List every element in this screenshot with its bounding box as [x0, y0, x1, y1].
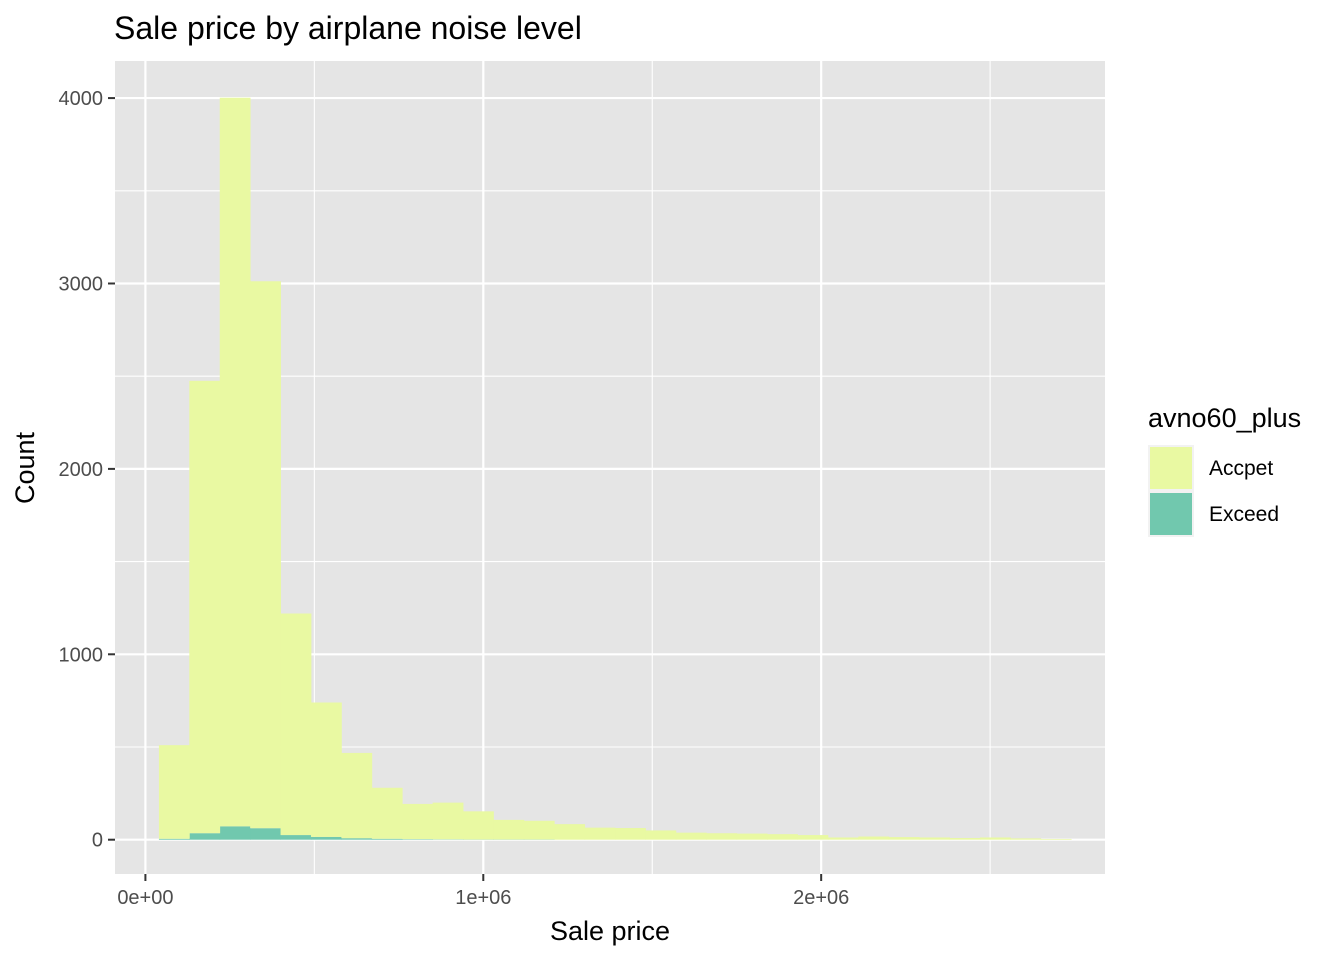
bar-accpet: [280, 613, 312, 836]
legend-key-exceed: [1150, 493, 1192, 535]
bar-exceed: [189, 833, 221, 840]
bar-exceed: [402, 839, 434, 840]
bar-accpet: [158, 745, 190, 839]
bar-accpet: [645, 830, 677, 840]
bar-accpet: [615, 828, 646, 840]
bar-exceed: [371, 838, 403, 840]
bar-accpet: [341, 752, 373, 839]
bar-accpet: [189, 380, 221, 834]
bar-accpet: [584, 827, 616, 840]
bar-accpet: [250, 281, 281, 829]
plot-panel: [115, 61, 1105, 874]
bar-accpet: [310, 702, 342, 837]
x-axis: 0e+00 1e+06 2e+06: [117, 874, 849, 909]
bar-accpet: [888, 837, 920, 840]
legend-label-exceed: Exceed: [1209, 503, 1279, 526]
y-tick-label: 2000: [59, 459, 104, 481]
bar-exceed: [310, 836, 342, 840]
bar-accpet: [767, 834, 798, 840]
y-tick-label: 3000: [59, 273, 104, 295]
legend-title: avno60_plus: [1148, 403, 1301, 433]
histogram-bars: [158, 97, 1072, 840]
x-tick-label: 0e+00: [117, 887, 173, 909]
chart-title: Sale price by airplane noise level: [114, 10, 582, 46]
y-tick-label: 0: [92, 830, 103, 852]
legend-label-accpet: Accpet: [1209, 457, 1273, 480]
bar-accpet: [1010, 838, 1042, 840]
bar-accpet: [949, 838, 981, 840]
y-tick-label: 4000: [59, 88, 104, 110]
bar-accpet: [797, 835, 829, 840]
legend-items: Accpet Exceed: [1148, 445, 1279, 537]
bar-accpet: [371, 787, 403, 839]
bar-exceed: [250, 828, 281, 840]
bar-accpet: [554, 824, 586, 840]
bar-accpet: [523, 820, 555, 840]
bar-accpet: [706, 833, 738, 840]
bar-accpet: [919, 837, 950, 840]
bar-exceed: [158, 838, 190, 840]
bar-accpet: [463, 811, 494, 840]
bar-exceed: [219, 826, 251, 840]
x-tick-label: 1e+06: [455, 887, 511, 909]
bar-accpet: [736, 833, 768, 840]
bar-exceed: [280, 835, 312, 840]
bar-accpet: [493, 819, 525, 840]
bar-exceed: [341, 838, 373, 840]
x-axis-title: Sale price: [550, 916, 670, 946]
bar-accpet: [858, 836, 890, 840]
bar-accpet: [1040, 838, 1072, 840]
y-axis: 0 1000 2000 3000 4000: [59, 88, 115, 852]
bar-accpet: [432, 802, 464, 840]
bar-accpet: [219, 97, 251, 827]
bar-accpet: [675, 832, 707, 840]
legend: avno60_plus Accpet Exceed: [1148, 403, 1301, 537]
x-tick-label: 2e+06: [793, 887, 849, 909]
bar-accpet: [979, 837, 1011, 840]
y-axis-title: Count: [10, 431, 40, 504]
y-tick-label: 1000: [59, 644, 104, 666]
legend-key-accpet: [1150, 447, 1192, 489]
bar-accpet: [827, 837, 859, 840]
bar-accpet: [402, 803, 434, 840]
